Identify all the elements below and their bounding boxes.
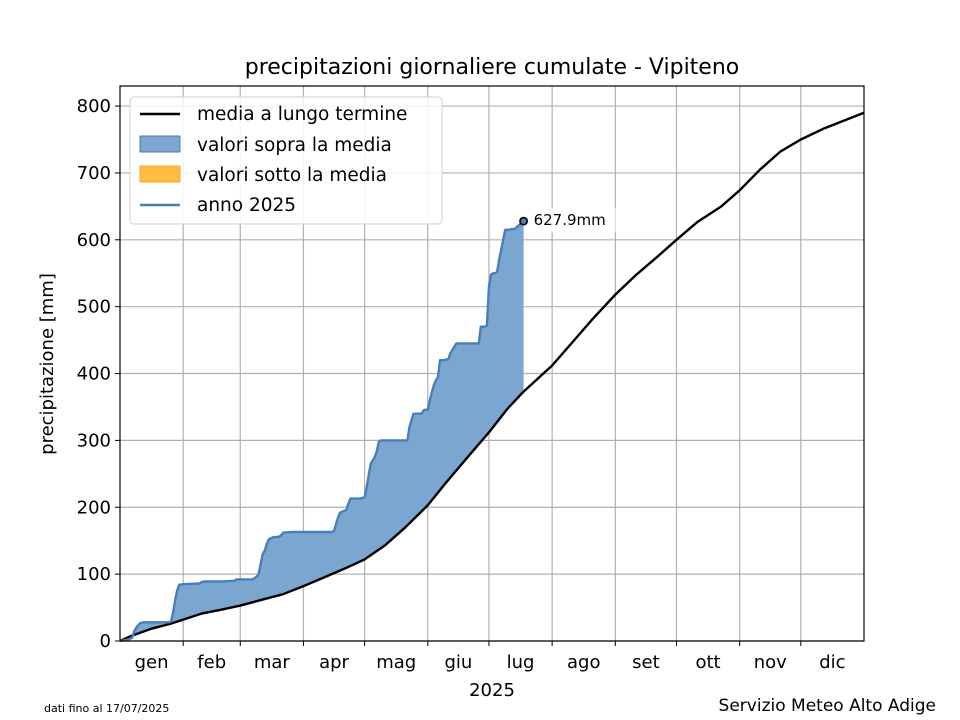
y-tick-label: 200: [77, 497, 111, 518]
month-tick-label: set: [632, 652, 660, 673]
fill-above-mean: [120, 221, 524, 641]
annotations: 627.9mm: [519, 208, 616, 233]
y-tick-label: 500: [77, 297, 111, 318]
legend-label-mean: media a lungo termine: [197, 104, 407, 125]
month-tick-label: apr: [319, 652, 349, 673]
y-tick-label: 600: [77, 230, 111, 251]
y-tick-label: 400: [77, 364, 111, 385]
year-2025-series-line: [119, 220, 525, 643]
month-tick-label: mar: [254, 652, 291, 673]
mean-series-line: [119, 111, 865, 643]
x-axis-label: 2025: [469, 680, 515, 701]
y-tick-label: 0: [100, 631, 111, 652]
month-tick-label: giu: [444, 652, 472, 673]
legend-swatch-above: [139, 135, 181, 153]
data-date-footnote: dati fino al 17/07/2025: [44, 702, 170, 715]
legend-swatch-below: [139, 165, 181, 183]
chart-title: precipitazioni giornaliere cumulate - Vi…: [245, 55, 740, 80]
y-tick-label: 700: [77, 163, 111, 184]
month-tick-label: gen: [135, 652, 169, 673]
month-tick-label: lug: [507, 652, 535, 673]
month-tick-label: ott: [695, 652, 720, 673]
legend-label-year: anno 2025: [197, 195, 296, 216]
credit-text: Servizio Meteo Alto Adige: [718, 696, 936, 716]
y-tick-label: 100: [77, 564, 111, 585]
axis-ticks: 0 100 200 300 400 500 600 700 800 gen feb mar apr mag…: [77, 96, 846, 673]
y-tick-label: 300: [77, 430, 111, 451]
legend-label-above: valori sopra la media: [197, 135, 392, 156]
legend-label-below: valori sotto la media: [197, 165, 387, 186]
month-tick-label: nov: [754, 652, 787, 673]
y-axis-label: precipitazione [mm]: [37, 273, 58, 455]
fill-areas: [120, 221, 524, 641]
y-tick-label: 800: [77, 96, 111, 117]
month-tick-label: ago: [567, 652, 600, 673]
annotation-background: [529, 208, 616, 233]
month-tick-label: dic: [819, 652, 845, 673]
month-tick-label: feb: [197, 652, 226, 673]
legend: media a lungo termine valori sopra la me…: [129, 96, 443, 225]
series-lines: [119, 111, 865, 643]
legend-box: [129, 96, 443, 225]
plot-frame: [119, 85, 865, 642]
last-value-label: 627.9mm: [534, 211, 606, 229]
last-value-marker: [519, 216, 528, 226]
month-tick-label: mag: [376, 652, 416, 673]
